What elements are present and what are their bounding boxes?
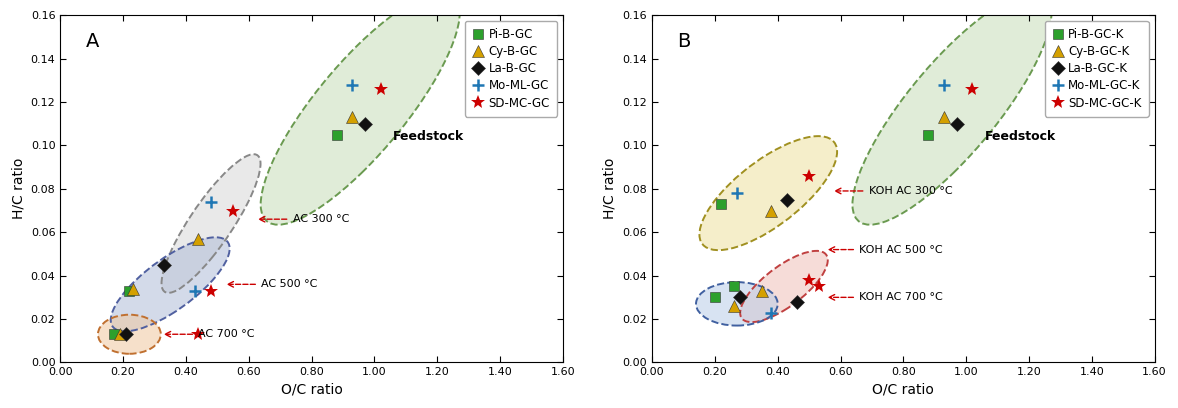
Legend: Pi-B-GC-K, Cy-B-GC-K, La-B-GC-K, Mo-ML-GC-K, SD-MC-GC-K: Pi-B-GC-K, Cy-B-GC-K, La-B-GC-K, Mo-ML-G… [1045, 21, 1149, 117]
Ellipse shape [161, 154, 260, 293]
Text: KOH AC 700 °C: KOH AC 700 °C [859, 293, 944, 302]
Ellipse shape [98, 315, 160, 354]
Y-axis label: H/C ratio: H/C ratio [11, 158, 25, 220]
Text: A: A [85, 33, 99, 51]
X-axis label: O/C ratio: O/C ratio [873, 383, 934, 397]
Legend: Pi-B-GC, Cy-B-GC, La-B-GC, Mo-ML-GC, SD-MC-GC: Pi-B-GC, Cy-B-GC, La-B-GC, Mo-ML-GC, SD-… [465, 21, 557, 117]
Text: AC 300 °C: AC 300 °C [292, 214, 349, 224]
Text: KOH AC 300 °C: KOH AC 300 °C [868, 186, 952, 196]
Ellipse shape [740, 251, 828, 322]
Text: AC 700 °C: AC 700 °C [198, 329, 254, 339]
Ellipse shape [853, 0, 1052, 225]
Y-axis label: H/C ratio: H/C ratio [603, 158, 617, 220]
Ellipse shape [696, 282, 777, 326]
Text: KOH AC 500 °C: KOH AC 500 °C [859, 244, 942, 255]
Ellipse shape [260, 0, 459, 225]
Text: Feedstock: Feedstock [985, 130, 1057, 143]
X-axis label: O/C ratio: O/C ratio [280, 383, 343, 397]
Ellipse shape [111, 237, 230, 331]
Text: AC 500 °C: AC 500 °C [262, 279, 318, 289]
Text: Feedstock: Feedstock [393, 130, 464, 143]
Ellipse shape [700, 136, 838, 250]
Text: B: B [677, 33, 690, 51]
